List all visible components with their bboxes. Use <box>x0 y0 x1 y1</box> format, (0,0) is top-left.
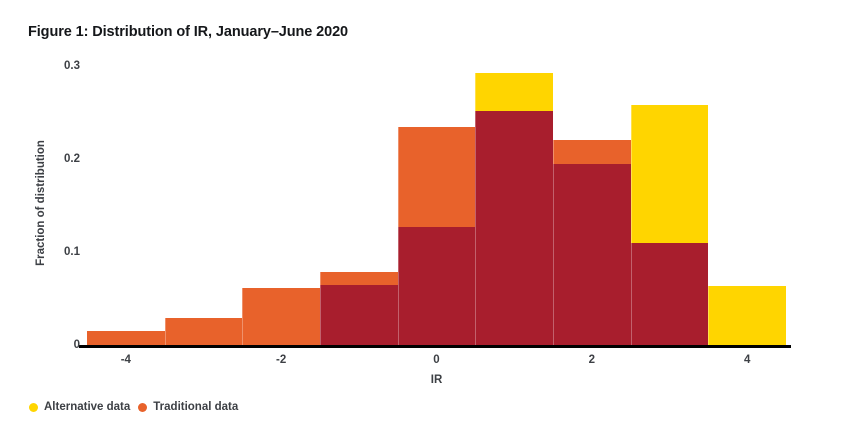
y-tick-label: 0.1 <box>64 246 80 258</box>
histogram-bin <box>242 60 320 345</box>
histogram-bin <box>164 60 243 345</box>
bin-divider <box>553 60 554 345</box>
bin-divider <box>630 60 632 345</box>
bar-traditional-data <box>87 331 165 345</box>
bar-alternative-data <box>708 286 786 345</box>
bin-divider <box>475 60 477 345</box>
x-tick-label: 4 <box>743 354 751 366</box>
histogram-bin <box>87 60 165 345</box>
histogram-bin <box>320 60 398 345</box>
histogram-bin <box>553 60 631 345</box>
x-tick-label: 0 <box>433 354 440 366</box>
bar-overlap <box>320 284 398 345</box>
x-tick-label: 2 <box>588 354 596 366</box>
bin-divider <box>708 60 710 345</box>
bar-overlap <box>475 110 553 345</box>
legend-item-traditional-data: Traditional data <box>138 401 238 413</box>
bar-overlap <box>553 163 631 345</box>
legend-label-alternative: Alternative data <box>44 401 131 413</box>
x-tick-label: -2 <box>276 354 287 366</box>
histogram-bin <box>630 60 709 345</box>
bar-traditional-data <box>164 318 243 345</box>
histogram-bin <box>397 60 476 345</box>
bin-divider <box>242 60 244 345</box>
y-tick-label: 0.3 <box>64 60 80 73</box>
histogram-bin <box>708 60 786 345</box>
legend: Alternative data Traditional data <box>29 401 238 413</box>
y-tick-label: 0.2 <box>64 153 80 166</box>
bar-overlap <box>630 242 709 345</box>
bar-traditional-data <box>242 288 320 345</box>
bin-divider <box>164 60 166 345</box>
legend-swatch-alternative-icon <box>29 402 38 412</box>
bin-divider <box>397 60 399 345</box>
bar-overlap <box>397 226 476 345</box>
x-axis-title: IR <box>430 374 443 386</box>
x-tick-label: -4 <box>120 354 131 366</box>
plot-area <box>87 60 786 345</box>
x-axis-line <box>79 345 791 348</box>
histogram-bin <box>475 60 553 345</box>
figure-title: Figure 1: Distribution of IR, January–Ju… <box>28 24 349 40</box>
bin-divider <box>320 60 321 345</box>
legend-swatch-traditional-icon <box>138 402 148 412</box>
legend-label-traditional: Traditional data <box>153 401 239 413</box>
legend-item-alternative-data: Alternative data <box>29 401 130 413</box>
y-tick-label: 0 <box>73 339 80 351</box>
